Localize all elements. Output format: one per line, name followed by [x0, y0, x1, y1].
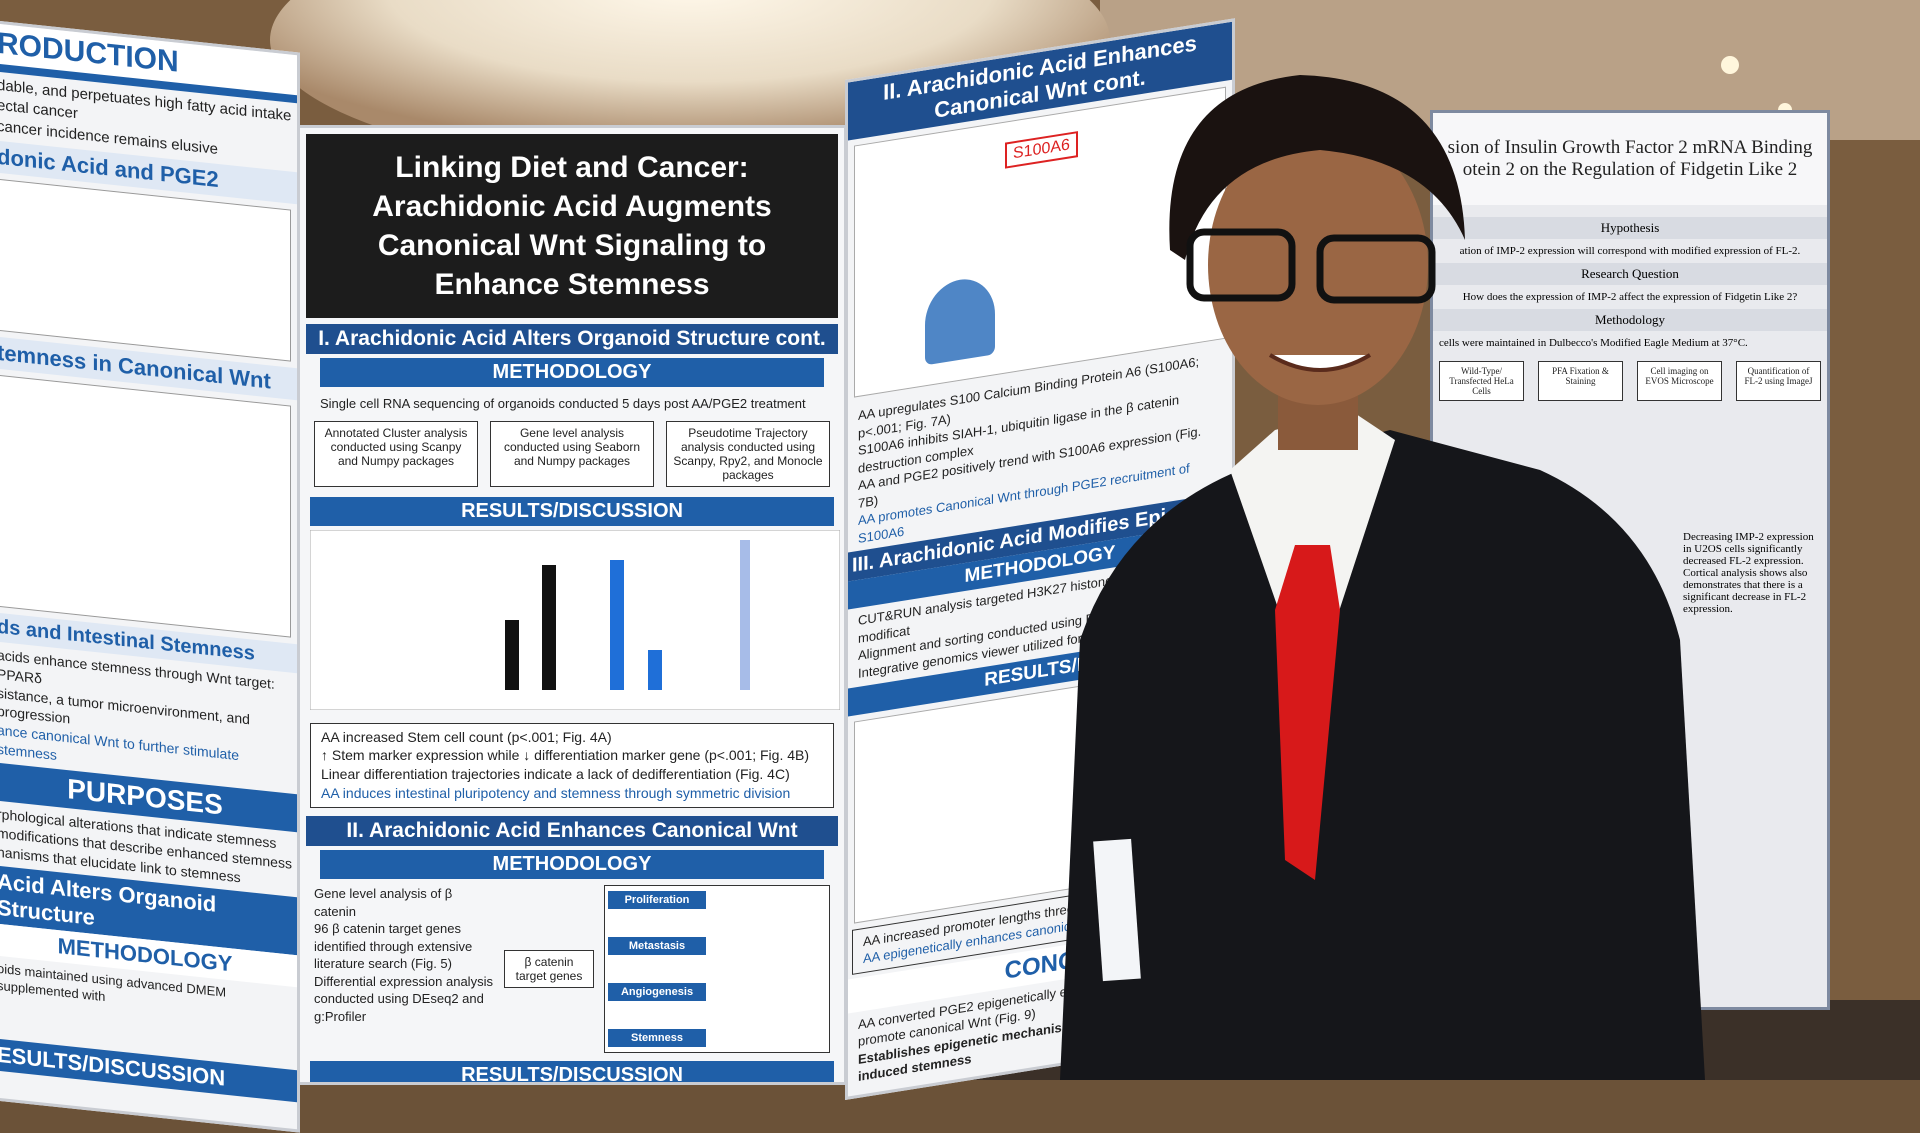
- bullet: Single cell RNA sequencing of organoids …: [320, 396, 806, 411]
- bullet: Cortical analysis shows also demonstrate…: [1683, 567, 1808, 615]
- ceiling-light: [1721, 56, 1739, 74]
- gene-groups: Proliferation Metastasis Angiogenesis St…: [604, 885, 830, 1054]
- section-header: METHODOLOGY: [320, 850, 824, 880]
- figure-scatter: [740, 539, 750, 690]
- bullet: AA increased Stem cell count (p<.001; Fi…: [321, 728, 612, 745]
- text-line: ation of IMP-2 expression will correspon…: [1459, 245, 1801, 257]
- text-line: cells were maintained in Dulbecco's Modi…: [1439, 337, 1748, 349]
- section-header: METHODOLOGY: [320, 358, 824, 387]
- step-row: Wild-Type/ Transfected HeLa Cells PFA Fi…: [1433, 355, 1827, 407]
- figure-bar: [505, 619, 519, 690]
- figure: [309, 529, 841, 711]
- figure-frame: [309, 529, 841, 711]
- bullet: 96 β catenin target genes identified thr…: [314, 921, 473, 972]
- findings: AA increased Stem cell count (p<.001; Fi…: [310, 722, 834, 809]
- section-header: RESULTS/DISCUSSION: [310, 1061, 834, 1082]
- method-box: Gene level analysis conducted using Seab…: [490, 420, 654, 487]
- section-header: Research Question: [1433, 263, 1827, 285]
- smile: [1268, 353, 1372, 372]
- method-row: Gene level analysis of β catenin 96 β ca…: [314, 885, 830, 1054]
- text-block: Gene level analysis of β catenin 96 β ca…: [314, 885, 494, 1053]
- person: [1060, 75, 1705, 1080]
- bullet: AA induces intestinal pluripotency and s…: [321, 785, 791, 802]
- bullet: Decreasing IMP-2 expression in U2OS cell…: [1683, 531, 1814, 567]
- section-header: I. Arachidonic Acid Alters Organoid Stru…: [306, 324, 838, 354]
- suit: [1060, 430, 1705, 1080]
- box-row: Annotated Cluster analysis conducted usi…: [314, 420, 830, 487]
- bullet: Differential expression analysis conduct…: [314, 973, 493, 1024]
- group-label: Stemness: [608, 1029, 706, 1048]
- bullet: Gene level analysis of β catenin: [314, 886, 453, 919]
- glasses: [1186, 228, 1296, 302]
- group-label: Proliferation: [608, 891, 706, 910]
- section-header: RESULTS/DISCUSSION: [310, 496, 834, 526]
- poster-title: sion of Insulin Growth Factor 2 mRNA Bin…: [1433, 113, 1827, 205]
- step-box: Quantification of FL-2 using ImageJ: [1736, 361, 1821, 401]
- figure-bar: [542, 564, 556, 690]
- group-label: Angiogenesis: [608, 983, 706, 1002]
- hair: [1169, 75, 1465, 260]
- bullet: ↑ Stem marker expression while ↓ differe…: [321, 747, 810, 764]
- method-box: Annotated Cluster analysis conducted usi…: [314, 420, 478, 487]
- step-box: PFA Fixation & Staining: [1538, 361, 1623, 401]
- step-box: Wild-Type/ Transfected HeLa Cells: [1439, 361, 1524, 401]
- text-line: How does the expression of IMP-2 affect …: [1462, 291, 1798, 303]
- label-box: β catenin target genes: [504, 950, 594, 989]
- section-header: II. Arachidonic Acid Enhances Canonical …: [306, 816, 838, 847]
- glasses: [1316, 234, 1436, 304]
- group-label: Metastasis: [608, 937, 706, 956]
- step-box: Cell imaging on EVOS Microscope: [1637, 361, 1722, 401]
- poster-title: Linking Diet and Cancer: Arachidonic Aci…: [306, 134, 838, 318]
- figure-bar: [610, 559, 624, 690]
- section-header: Hypothesis: [1433, 217, 1827, 239]
- center-poster: Linking Diet and Cancer: Arachidonic Aci…: [297, 125, 847, 1085]
- figure-bar: [648, 649, 662, 690]
- tie: [1275, 545, 1340, 880]
- text-block: Decreasing IMP-2 expression in U2OS cell…: [1433, 527, 1827, 619]
- method-box: Pseudotime Trajectory analysis conducted…: [666, 420, 830, 487]
- bullet: Linear differentiation trajectories indi…: [321, 766, 790, 783]
- name-tag: [1093, 838, 1141, 982]
- section-header: Methodology: [1433, 309, 1827, 331]
